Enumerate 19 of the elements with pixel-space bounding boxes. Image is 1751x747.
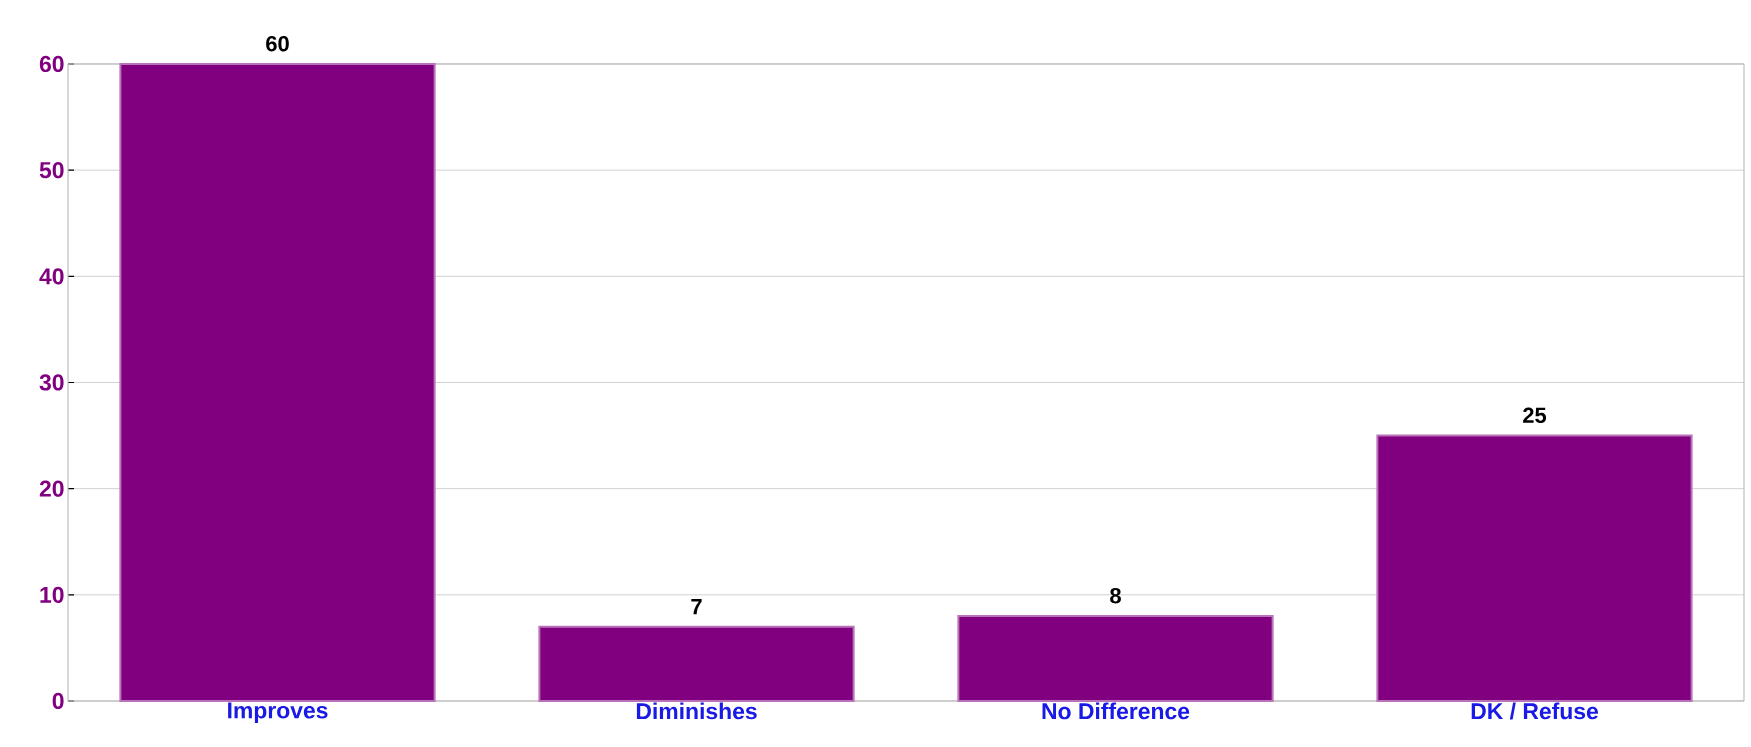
y-tick-label: 0 [52,692,64,710]
bar [957,615,1274,702]
data-label: 25 [1523,407,1547,424]
bar [538,625,855,702]
x-tick-label: Improves [228,702,328,724]
x-tick-label: No Difference [1042,702,1190,720]
data-label: 60 [266,35,289,52]
y-tick-label: 40 [39,268,64,285]
data-label: 7 [691,599,702,615]
bar [1376,434,1693,702]
y-tick-label: 20 [39,480,64,497]
x-tick-label: DK / Refuse [1471,702,1598,720]
y-tick-label: 30 [39,374,64,391]
data-label: 8 [1110,588,1121,604]
bar [119,62,436,702]
x-tick-label: Diminishes [636,702,757,720]
y-tick-label: 10 [40,586,64,603]
y-tick-label: 60 [39,55,64,73]
y-tick-label: 50 [39,162,64,179]
